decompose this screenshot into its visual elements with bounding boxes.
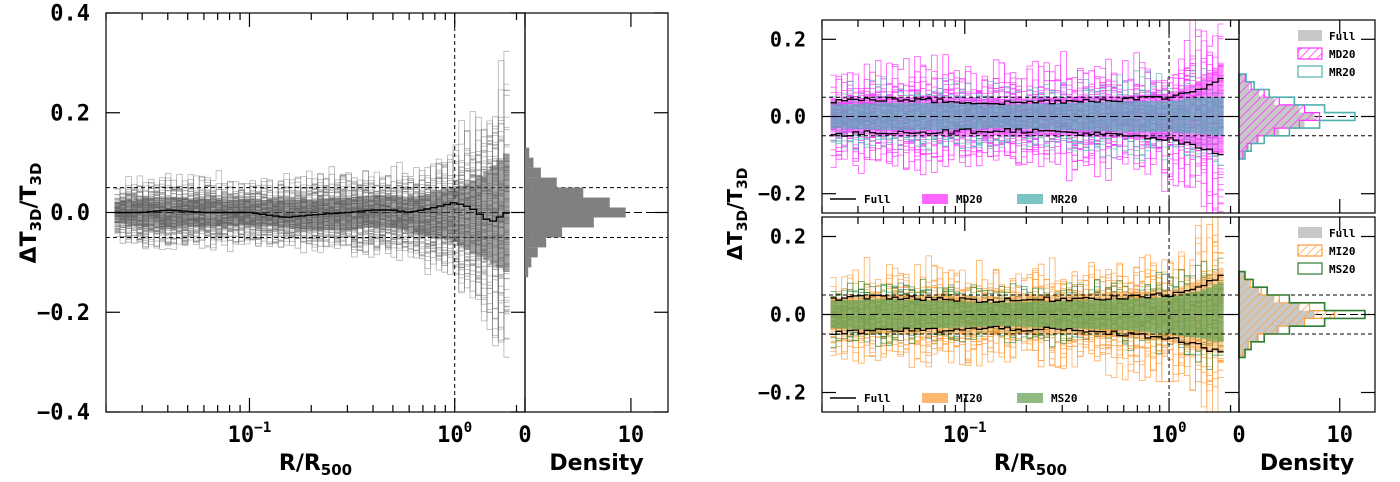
y-tick-label: 0.2	[770, 27, 806, 51]
y-tick-label: 0.4	[50, 2, 90, 27]
median-layer	[114, 153, 510, 272]
y-tick-label: 0.0	[50, 201, 90, 226]
density-bar	[525, 167, 541, 178]
density-bar	[525, 247, 538, 258]
hist-legend-swatch	[1297, 65, 1323, 78]
hist-legend-label: MI20	[1329, 245, 1356, 258]
legend-swatch	[1017, 393, 1043, 403]
y-axis-label-slash: /T	[723, 189, 747, 210]
y-tick-label: −0.4	[37, 401, 90, 426]
x-tick-exponent: −1	[969, 420, 986, 436]
density-bar	[525, 217, 594, 228]
legend-label: Full	[864, 193, 891, 206]
hist-legend-swatch	[1297, 47, 1323, 60]
y-tick-label: −0.2	[37, 301, 90, 326]
y-tick-label: −0.2	[758, 182, 806, 206]
hist-legend-swatch	[1297, 244, 1323, 257]
x-tick-label: 100	[437, 420, 472, 448]
x-axis-label-sub: 500	[1036, 461, 1067, 479]
density-bar	[525, 257, 532, 268]
hist-legend-label: MS20	[1329, 263, 1356, 276]
scatter-band	[114, 153, 510, 272]
hist-legend-swatch	[1298, 30, 1322, 41]
legend-label: MR20	[1051, 193, 1078, 206]
y-axis-label-sub: 3D	[27, 163, 45, 186]
hist-legend-label: MD20	[1329, 48, 1356, 61]
y-tick-label: 0.0	[770, 105, 806, 129]
density-bar	[525, 177, 557, 188]
percentile-line-lower	[830, 128, 1224, 156]
y-tick-label: −0.2	[758, 381, 806, 405]
x-tick-exponent: 0	[1178, 420, 1187, 436]
density-tick-label: 10	[1326, 423, 1353, 448]
density-bar	[525, 197, 610, 208]
left-panel: 0.40.20.0−0.2−0.410−1 100 0 10R/R500 Density…	[17, 2, 669, 479]
density-bar	[525, 187, 584, 198]
y-tick-label: 0.2	[50, 101, 90, 126]
y-axis-label: ΔT3D/T3D	[723, 168, 751, 261]
density-bar	[525, 227, 563, 238]
percentile-line-upper	[830, 274, 1224, 304]
legend-label: Full	[864, 392, 891, 405]
y-tick-label: 0.0	[770, 303, 806, 327]
density-tick-label: 0	[1232, 423, 1245, 448]
x-tick-exponent: −1	[254, 420, 271, 436]
density-axis-label: Density	[1260, 451, 1354, 476]
x-axis-label: R/R500	[279, 451, 352, 479]
density-tick-label: 10	[618, 423, 645, 448]
histogram-mr20	[1238, 73, 1356, 160]
hist-legend-label: MR20	[1329, 66, 1356, 79]
median-line	[114, 202, 510, 222]
y-axis-label-sub: 3D	[735, 210, 751, 231]
y-axis-label-slash: /T	[17, 185, 42, 208]
percentile-line-lower	[830, 325, 1224, 353]
legend-label: MD20	[956, 193, 983, 206]
hist-legend-swatch	[1297, 262, 1323, 275]
legend-label: MS20	[1051, 392, 1078, 405]
legend-swatch	[1017, 194, 1043, 204]
legend-label: MI20	[956, 392, 983, 405]
density-bar	[525, 157, 534, 168]
legend-swatch	[922, 393, 948, 403]
density-bar	[525, 267, 529, 278]
x-axis-label: R/R500	[994, 451, 1067, 479]
y-axis-label-sub: 3D	[735, 168, 751, 189]
density-tick-label: 0	[518, 423, 531, 448]
y-tick-label: 0.2	[770, 225, 806, 249]
right-top-panel: 0.2 0.0 −0.2 Full MD20 MR20 Full MD20 MR20	[758, 19, 1376, 214]
density-bar	[525, 237, 547, 248]
x-tick-exponent: 0	[464, 420, 473, 436]
density-axis-label: Density	[549, 451, 643, 476]
x-tick-label: 10−1	[943, 420, 987, 448]
plot-area	[830, 217, 1224, 412]
hist-legend-label: Full	[1329, 30, 1356, 43]
hist-legend-label: Full	[1329, 227, 1356, 240]
x-tick-label: 100	[1151, 420, 1186, 448]
density-bar	[525, 147, 530, 158]
histogram-ms20	[1238, 270, 1366, 359]
hist-legend-swatch	[1298, 227, 1322, 238]
x-tick-label: 10−1	[228, 420, 272, 448]
x-axis-label-sub: 500	[321, 461, 352, 479]
y-axis-label-sub: 3D	[27, 209, 45, 232]
y-axis-label: ΔT3D/T3D	[17, 163, 45, 264]
density-bar	[525, 207, 626, 218]
legend-swatch	[922, 194, 948, 204]
percentile-line-upper	[830, 77, 1224, 105]
band-ms20	[830, 283, 1224, 342]
